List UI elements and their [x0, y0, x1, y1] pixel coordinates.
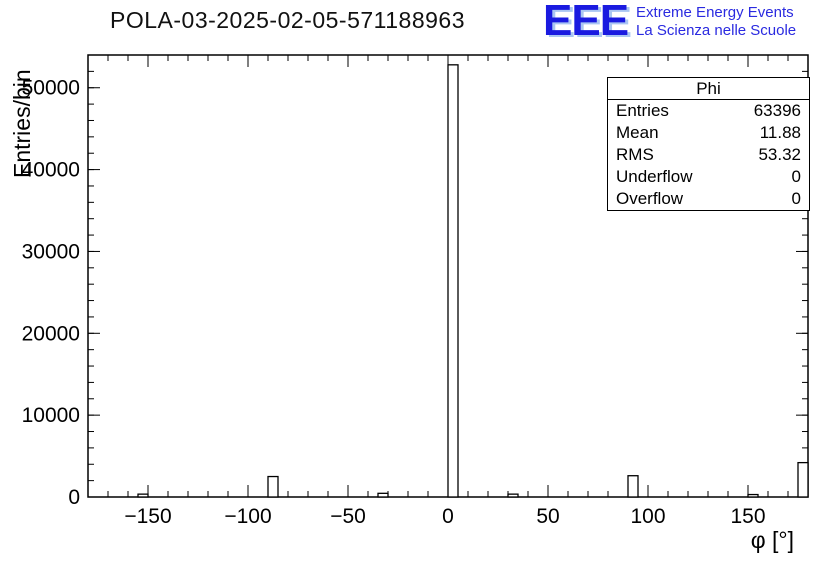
stats-row-entries: Entries 63396: [608, 100, 809, 122]
svg-text:φ [°]: φ [°]: [751, 527, 794, 553]
stats-row-mean: Mean 11.88: [608, 122, 809, 144]
stats-value: 53.32: [758, 145, 801, 164]
stats-label: RMS: [616, 145, 654, 164]
stats-row-rms: RMS 53.32: [608, 144, 809, 166]
brand-line2: La Scienza nelle Scuole: [636, 22, 797, 39]
svg-text:−50: −50: [330, 505, 366, 528]
stats-value: 0: [791, 189, 801, 208]
stats-row-underflow: Underflow 0: [608, 166, 809, 188]
stats-row-overflow: Overflow 0: [608, 188, 809, 210]
svg-text:Entries/bin: Entries/bin: [9, 69, 35, 178]
eee-logo: EEE: [543, 0, 629, 45]
stats-title: Phi: [608, 78, 809, 100]
brand-subtitle: Extreme Energy Events La Scienza nelle S…: [636, 1, 796, 40]
svg-text:150: 150: [730, 505, 765, 528]
svg-text:−150: −150: [124, 505, 171, 528]
stats-label: Mean: [616, 123, 659, 142]
svg-text:50: 50: [536, 505, 559, 528]
stats-value: 0: [791, 167, 801, 186]
svg-text:−100: −100: [224, 505, 271, 528]
stats-label: Entries: [616, 101, 669, 120]
stats-label: Underflow: [616, 167, 693, 186]
stats-box: Phi Entries 63396 Mean 11.88 RMS 53.32 U…: [607, 77, 810, 211]
brand-line1: Extreme Energy Events: [636, 4, 794, 21]
svg-text:40000: 40000: [22, 159, 80, 182]
stats-value: 63396: [753, 101, 801, 120]
svg-text:30000: 30000: [22, 240, 80, 263]
svg-text:20000: 20000: [22, 322, 80, 345]
svg-text:0: 0: [442, 505, 454, 528]
svg-text:10000: 10000: [22, 404, 80, 427]
svg-text:100: 100: [630, 505, 665, 528]
page-title: POLA-03-2025-02-05-571188963: [110, 7, 465, 33]
stats-value: 11.88: [759, 123, 801, 142]
svg-text:50000: 50000: [22, 77, 80, 100]
stats-label: Overflow: [616, 189, 684, 208]
eee-brand: EEE Extreme Energy Events La Scienza nel…: [543, 0, 796, 45]
svg-text:0: 0: [68, 486, 80, 509]
